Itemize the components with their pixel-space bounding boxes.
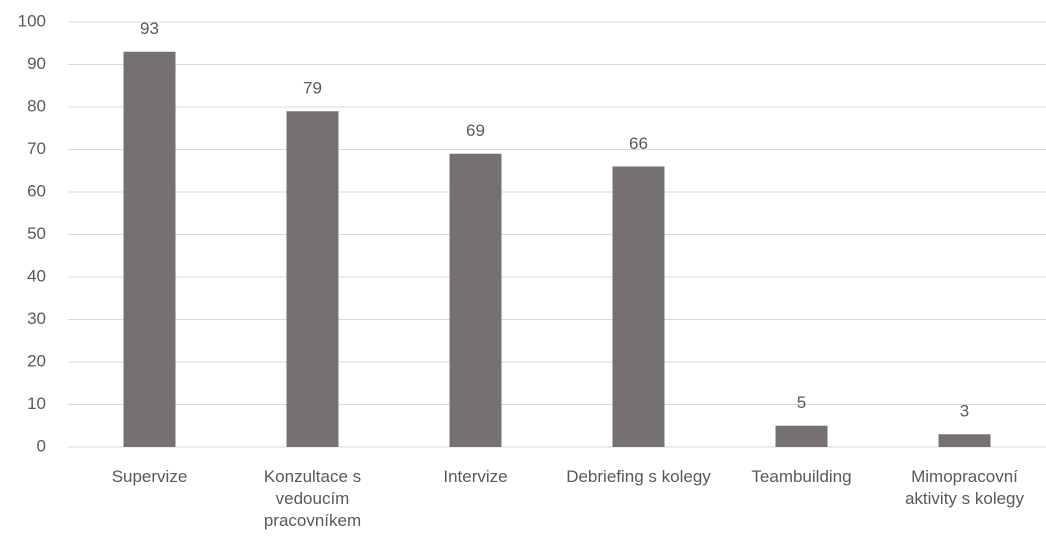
- y-tick-label: 10: [27, 394, 46, 413]
- y-tick-label: 90: [27, 54, 46, 73]
- x-tick-label: Supervize: [111, 467, 188, 486]
- y-tick-label: 70: [27, 139, 46, 158]
- y-tick-label: 60: [27, 181, 46, 200]
- data-label: 69: [466, 121, 485, 140]
- bar: [449, 153, 502, 447]
- bar: [775, 425, 828, 447]
- x-tick-label: Intervize: [443, 467, 508, 486]
- x-tick-label: Teambuilding: [751, 467, 852, 486]
- data-label: 3: [960, 402, 969, 421]
- x-tick-label: Konzultace s vedoucím pracovníkem: [263, 467, 362, 530]
- data-label: 79: [303, 79, 322, 98]
- bar: [123, 51, 176, 447]
- y-tick-label: 0: [37, 436, 46, 455]
- data-label: 66: [629, 134, 648, 153]
- data-label: 93: [140, 19, 159, 38]
- y-tick-label: 50: [27, 224, 46, 243]
- bar: [286, 111, 339, 447]
- x-tick-label: Debriefing s kolegy: [566, 467, 711, 486]
- y-tick-label: 20: [27, 351, 46, 370]
- data-label: 5: [797, 393, 806, 412]
- y-tick-label: 100: [18, 11, 46, 30]
- y-tick-label: 40: [27, 266, 46, 285]
- x-tick-label: Mimopracovní aktivity s kolegy: [904, 467, 1025, 508]
- bar: [612, 166, 665, 447]
- y-tick-label: 30: [27, 309, 46, 328]
- bar: [938, 434, 991, 447]
- y-tick-label: 80: [27, 96, 46, 115]
